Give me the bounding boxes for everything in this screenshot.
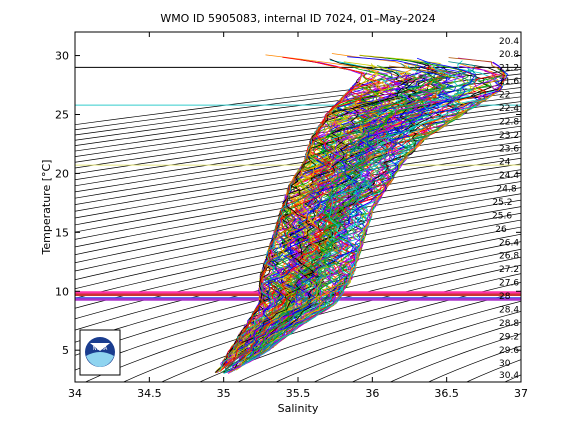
- isopycnal-label: 24.8: [497, 185, 517, 195]
- isopycnal-line: [275, 300, 521, 382]
- profile-line: [224, 56, 381, 367]
- isopycnal-label: 20.8: [499, 50, 519, 60]
- isopycnal-contours: [75, 69, 521, 382]
- profile-line: [235, 92, 380, 353]
- isopycnal-label: 25.2: [492, 198, 512, 208]
- x-tick-label: 34: [68, 387, 82, 400]
- isopycnal-line: [75, 187, 521, 272]
- x-tick-label: 36.5: [434, 387, 459, 400]
- isopycnal-line: [75, 152, 521, 226]
- isopycnal-label: 23.2: [499, 131, 519, 141]
- y-tick-label: 15: [55, 226, 69, 239]
- isopycnal-label: 29.6: [499, 346, 519, 356]
- isopycnal-label: 22: [499, 91, 510, 101]
- isopycnal-line: [75, 241, 521, 356]
- isopycnal-line: [75, 141, 521, 212]
- isopycnal-label: 22.4: [499, 104, 519, 114]
- y-tick-label: 20: [55, 167, 69, 180]
- profile-line: [253, 57, 476, 344]
- isopycnal-label: 27.6: [499, 279, 519, 289]
- y-tick-label: 5: [62, 344, 69, 357]
- profile-line: [253, 61, 477, 359]
- y-axis-label: Temperature [°C]: [40, 160, 53, 256]
- isopycnal-label: 24.4: [499, 171, 519, 181]
- x-tick-label: 35: [217, 387, 231, 400]
- profile-line: [249, 86, 456, 359]
- x-axis-ticks: 34 34.5 35 35.5 36 36.5 37: [68, 32, 528, 400]
- isopycnal-line: [75, 77, 521, 136]
- x-tick-label: 35.5: [286, 387, 311, 400]
- profile-line: [241, 57, 465, 364]
- profile-line: [248, 95, 444, 348]
- isopycnal-label: 30.4: [499, 371, 519, 381]
- profile-line: [227, 101, 342, 359]
- isopycnal-line: [237, 291, 521, 382]
- chart-title: WMO ID 5905083, internal ID 7024, 01–May…: [160, 12, 435, 25]
- isopycnal-label: 22.8: [499, 117, 519, 127]
- isopycnal-label: 26.8: [499, 252, 519, 262]
- y-axis-ticks: 5 10 15 20 25 30: [55, 50, 521, 357]
- isopycnal-label: 28.4: [499, 306, 519, 316]
- isopycnal-line: [352, 321, 521, 382]
- x-tick-label: 37: [514, 387, 528, 400]
- x-tick-label: 36: [365, 387, 379, 400]
- y-tick-label: 25: [55, 108, 69, 121]
- isopycnal-line: [199, 282, 521, 382]
- isopycnal-line: [75, 91, 521, 152]
- isopycnal-label: 28.8: [499, 319, 519, 329]
- isopycnal-line: [75, 69, 521, 126]
- isopycnal-line: [75, 82, 521, 141]
- isopycnal-label: 26: [495, 225, 507, 235]
- isopycnal-label: 21.6: [499, 77, 519, 87]
- isopycnal-line: [75, 193, 521, 281]
- isopycnal-label: 21.2: [499, 64, 519, 74]
- x-axis-label: Salinity: [278, 402, 319, 415]
- y-tick-label: 10: [55, 285, 69, 298]
- profile-line: [223, 59, 410, 375]
- profile-line: [259, 100, 426, 353]
- isopycnal-line: [161, 273, 521, 382]
- profile-line: [263, 82, 469, 344]
- isopycnal-line: [75, 146, 521, 219]
- isopycnal-label: 30: [499, 359, 511, 369]
- noaa-logo-text: NOAA: [93, 346, 108, 352]
- profile-line: [248, 99, 487, 361]
- isopycnal-line: [75, 226, 521, 331]
- profile-line: [240, 93, 493, 367]
- isopycnal-line: [75, 157, 521, 233]
- profile-line: [240, 77, 437, 367]
- y-tick-label: 30: [55, 50, 69, 63]
- x-tick-label: 34.5: [137, 387, 162, 400]
- isopycnal-line: [314, 310, 521, 382]
- isopycnal-labels: 20.4 20.8 21.2 21.6 22 22.4 22.8 23.2 23.6 24 24.4…: [492, 37, 519, 381]
- isopycnal-line: [75, 233, 521, 343]
- isopycnal-line: [75, 199, 521, 290]
- isopycnal-label: 27.2: [499, 265, 519, 275]
- isopycnal-label: 26.4: [499, 238, 519, 248]
- isopycnal-label: 24: [499, 158, 511, 168]
- isopycnal-line: [75, 163, 521, 240]
- isopycnal-line: [75, 206, 521, 299]
- profile-line: [238, 70, 447, 352]
- isopycnal-line: [75, 87, 521, 146]
- profile-line: [264, 82, 501, 352]
- isopycnal-line: [75, 248, 521, 371]
- isopycnal-label: 25.6: [492, 211, 512, 221]
- isopycnal-label: 23.6: [499, 144, 519, 154]
- isopycnal-label: 28: [499, 292, 511, 302]
- profile-lines: [214, 53, 509, 375]
- isopycnal-label: 29.2: [499, 332, 519, 342]
- noaa-logo: NOAA: [79, 329, 121, 376]
- isopycnal-label: 20.4: [499, 37, 519, 47]
